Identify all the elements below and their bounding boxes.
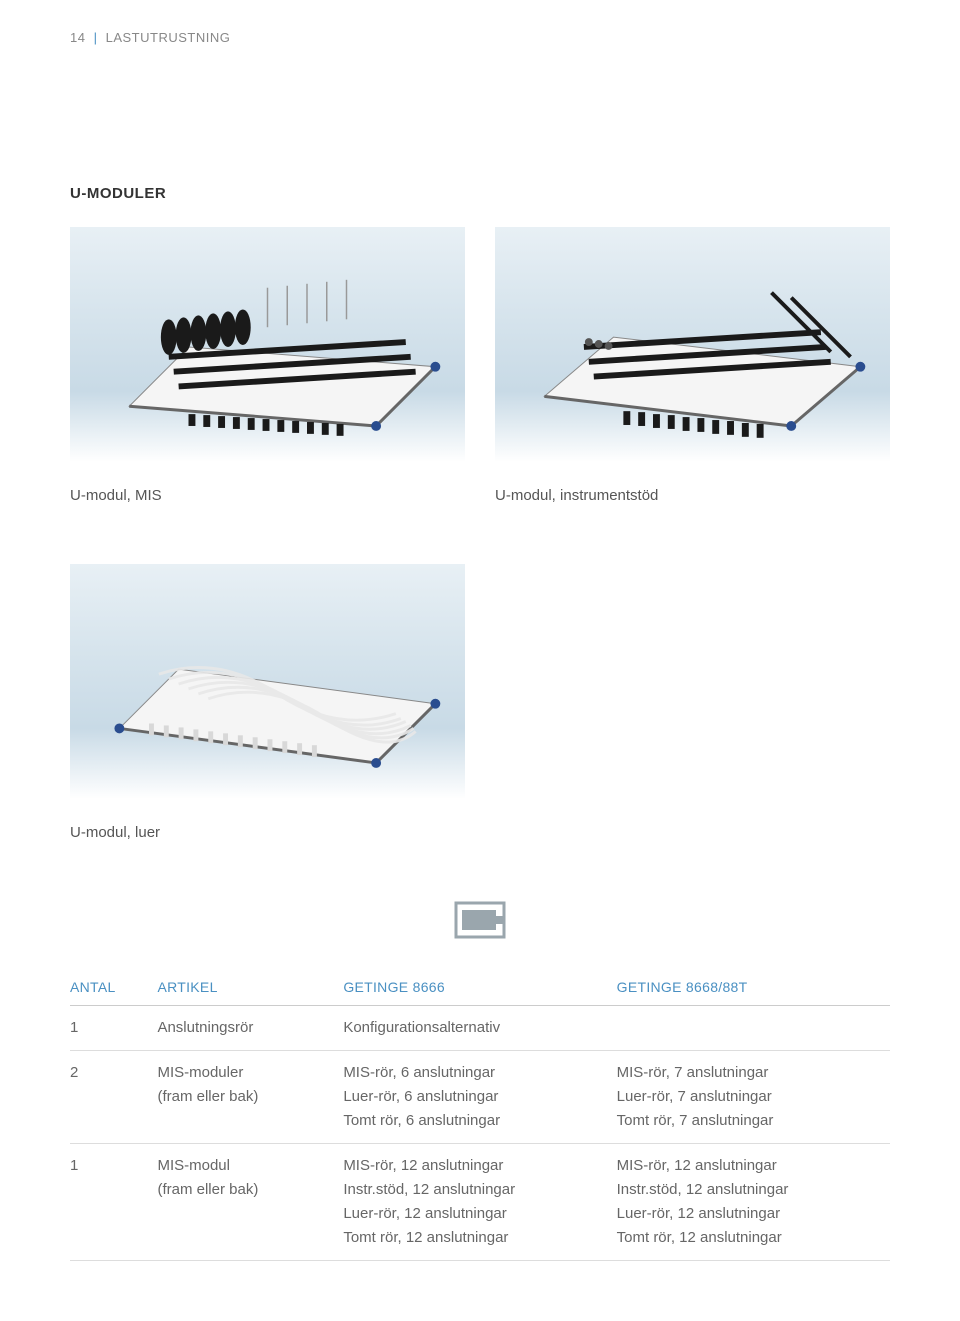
cell-text: Luer-rör, 7 anslutningar bbox=[617, 1085, 882, 1109]
cell-text: Luer-rör, 12 anslutningar bbox=[343, 1202, 608, 1226]
image-caption: U-modul, MIS bbox=[70, 487, 465, 504]
cell-artikel: Anslutningsrör bbox=[157, 1006, 343, 1051]
cell-antal: 2 bbox=[70, 1051, 157, 1144]
col-8666: GETINGE 8666 bbox=[343, 969, 616, 1006]
cell-text: MIS-rör, 12 anslutningar bbox=[617, 1154, 882, 1178]
cell-text: MIS-rör, 6 anslutningar bbox=[343, 1061, 608, 1085]
cell-text: Anslutningsrör bbox=[157, 1016, 335, 1040]
cell-text: Luer-rör, 12 anslutningar bbox=[617, 1202, 882, 1226]
module-illustration bbox=[70, 227, 465, 462]
cell-artikel: MIS-moduler(fram eller bak) bbox=[157, 1051, 343, 1144]
cell-8666: Konfigurationsalternativ bbox=[343, 1006, 616, 1051]
cell-text: Luer-rör, 6 anslutningar bbox=[343, 1085, 608, 1109]
cell-text: MIS-moduler bbox=[157, 1061, 335, 1085]
product-image-luer bbox=[70, 564, 465, 799]
tray-icon bbox=[454, 901, 506, 944]
cell-8668: MIS-rör, 7 anslutningarLuer-rör, 7 anslu… bbox=[617, 1051, 890, 1144]
spec-table: ANTAL ARTIKEL GETINGE 8666 GETINGE 8668/… bbox=[70, 969, 890, 1261]
cell-text: (fram eller bak) bbox=[157, 1085, 335, 1109]
module-illustration bbox=[70, 564, 465, 799]
cell-8668: MIS-rör, 12 anslutningarInstr.stöd, 12 a… bbox=[617, 1144, 890, 1261]
image-row-1 bbox=[70, 227, 890, 462]
cell-text: MIS-rör, 12 anslutningar bbox=[343, 1154, 608, 1178]
cell-text: Instr.stöd, 12 anslutningar bbox=[617, 1178, 882, 1202]
cell-antal: 1 bbox=[70, 1144, 157, 1261]
caption-row-1: U-modul, MIS U-modul, instrumentstöd bbox=[70, 487, 890, 504]
cell-artikel: MIS-modul(fram eller bak) bbox=[157, 1144, 343, 1261]
col-8668: GETINGE 8668/88T bbox=[617, 969, 890, 1006]
header-title: LASTUTRUSTNING bbox=[106, 30, 231, 45]
cell-8666: MIS-rör, 6 anslutningarLuer-rör, 6 anslu… bbox=[343, 1051, 616, 1144]
cell-antal: 1 bbox=[70, 1006, 157, 1051]
section-title: U-MODULER bbox=[70, 185, 890, 202]
cell-text: (fram eller bak) bbox=[157, 1178, 335, 1202]
image-caption: U-modul, luer bbox=[70, 824, 465, 841]
cell-text: Tomt rör, 12 anslutningar bbox=[343, 1226, 608, 1250]
table-header-row: ANTAL ARTIKEL GETINGE 8666 GETINGE 8668/… bbox=[70, 969, 890, 1006]
table-row: 1Anslutningsrör Konfigurationsalternativ bbox=[70, 1006, 890, 1051]
cell-text: Tomt rör, 7 anslutningar bbox=[617, 1109, 882, 1133]
spec-table-section: ANTAL ARTIKEL GETINGE 8666 GETINGE 8668/… bbox=[70, 901, 890, 1261]
cell-text: Tomt rör, 12 anslutningar bbox=[617, 1226, 882, 1250]
cell-8666: MIS-rör, 12 anslutningarInstr.stöd, 12 a… bbox=[343, 1144, 616, 1261]
page-number: 14 bbox=[70, 30, 85, 45]
cell-text: MIS-rör, 7 anslutningar bbox=[617, 1061, 882, 1085]
product-image-instrumentstod bbox=[495, 227, 890, 462]
page-header: 14 | LASTUTRUSTNING bbox=[70, 30, 890, 45]
cell-text: Instr.stöd, 12 anslutningar bbox=[343, 1178, 608, 1202]
cell-text: Konfigurationsalternativ bbox=[343, 1016, 608, 1040]
module-illustration bbox=[495, 227, 890, 462]
col-artikel: ARTIKEL bbox=[157, 969, 343, 1006]
image-row-2 bbox=[70, 564, 890, 799]
tray-icon-row bbox=[70, 901, 890, 944]
cell-8668 bbox=[617, 1006, 890, 1051]
caption-row-2: U-modul, luer bbox=[70, 824, 890, 841]
table-row: 2MIS-moduler(fram eller bak)MIS-rör, 6 a… bbox=[70, 1051, 890, 1144]
product-image-mis bbox=[70, 227, 465, 462]
header-separator: | bbox=[94, 30, 98, 45]
image-caption: U-modul, instrumentstöd bbox=[495, 487, 890, 504]
table-row: 1MIS-modul(fram eller bak)MIS-rör, 12 an… bbox=[70, 1144, 890, 1261]
cell-text: MIS-modul bbox=[157, 1154, 335, 1178]
col-antal: ANTAL bbox=[70, 969, 157, 1006]
cell-text: Tomt rör, 6 anslutningar bbox=[343, 1109, 608, 1133]
